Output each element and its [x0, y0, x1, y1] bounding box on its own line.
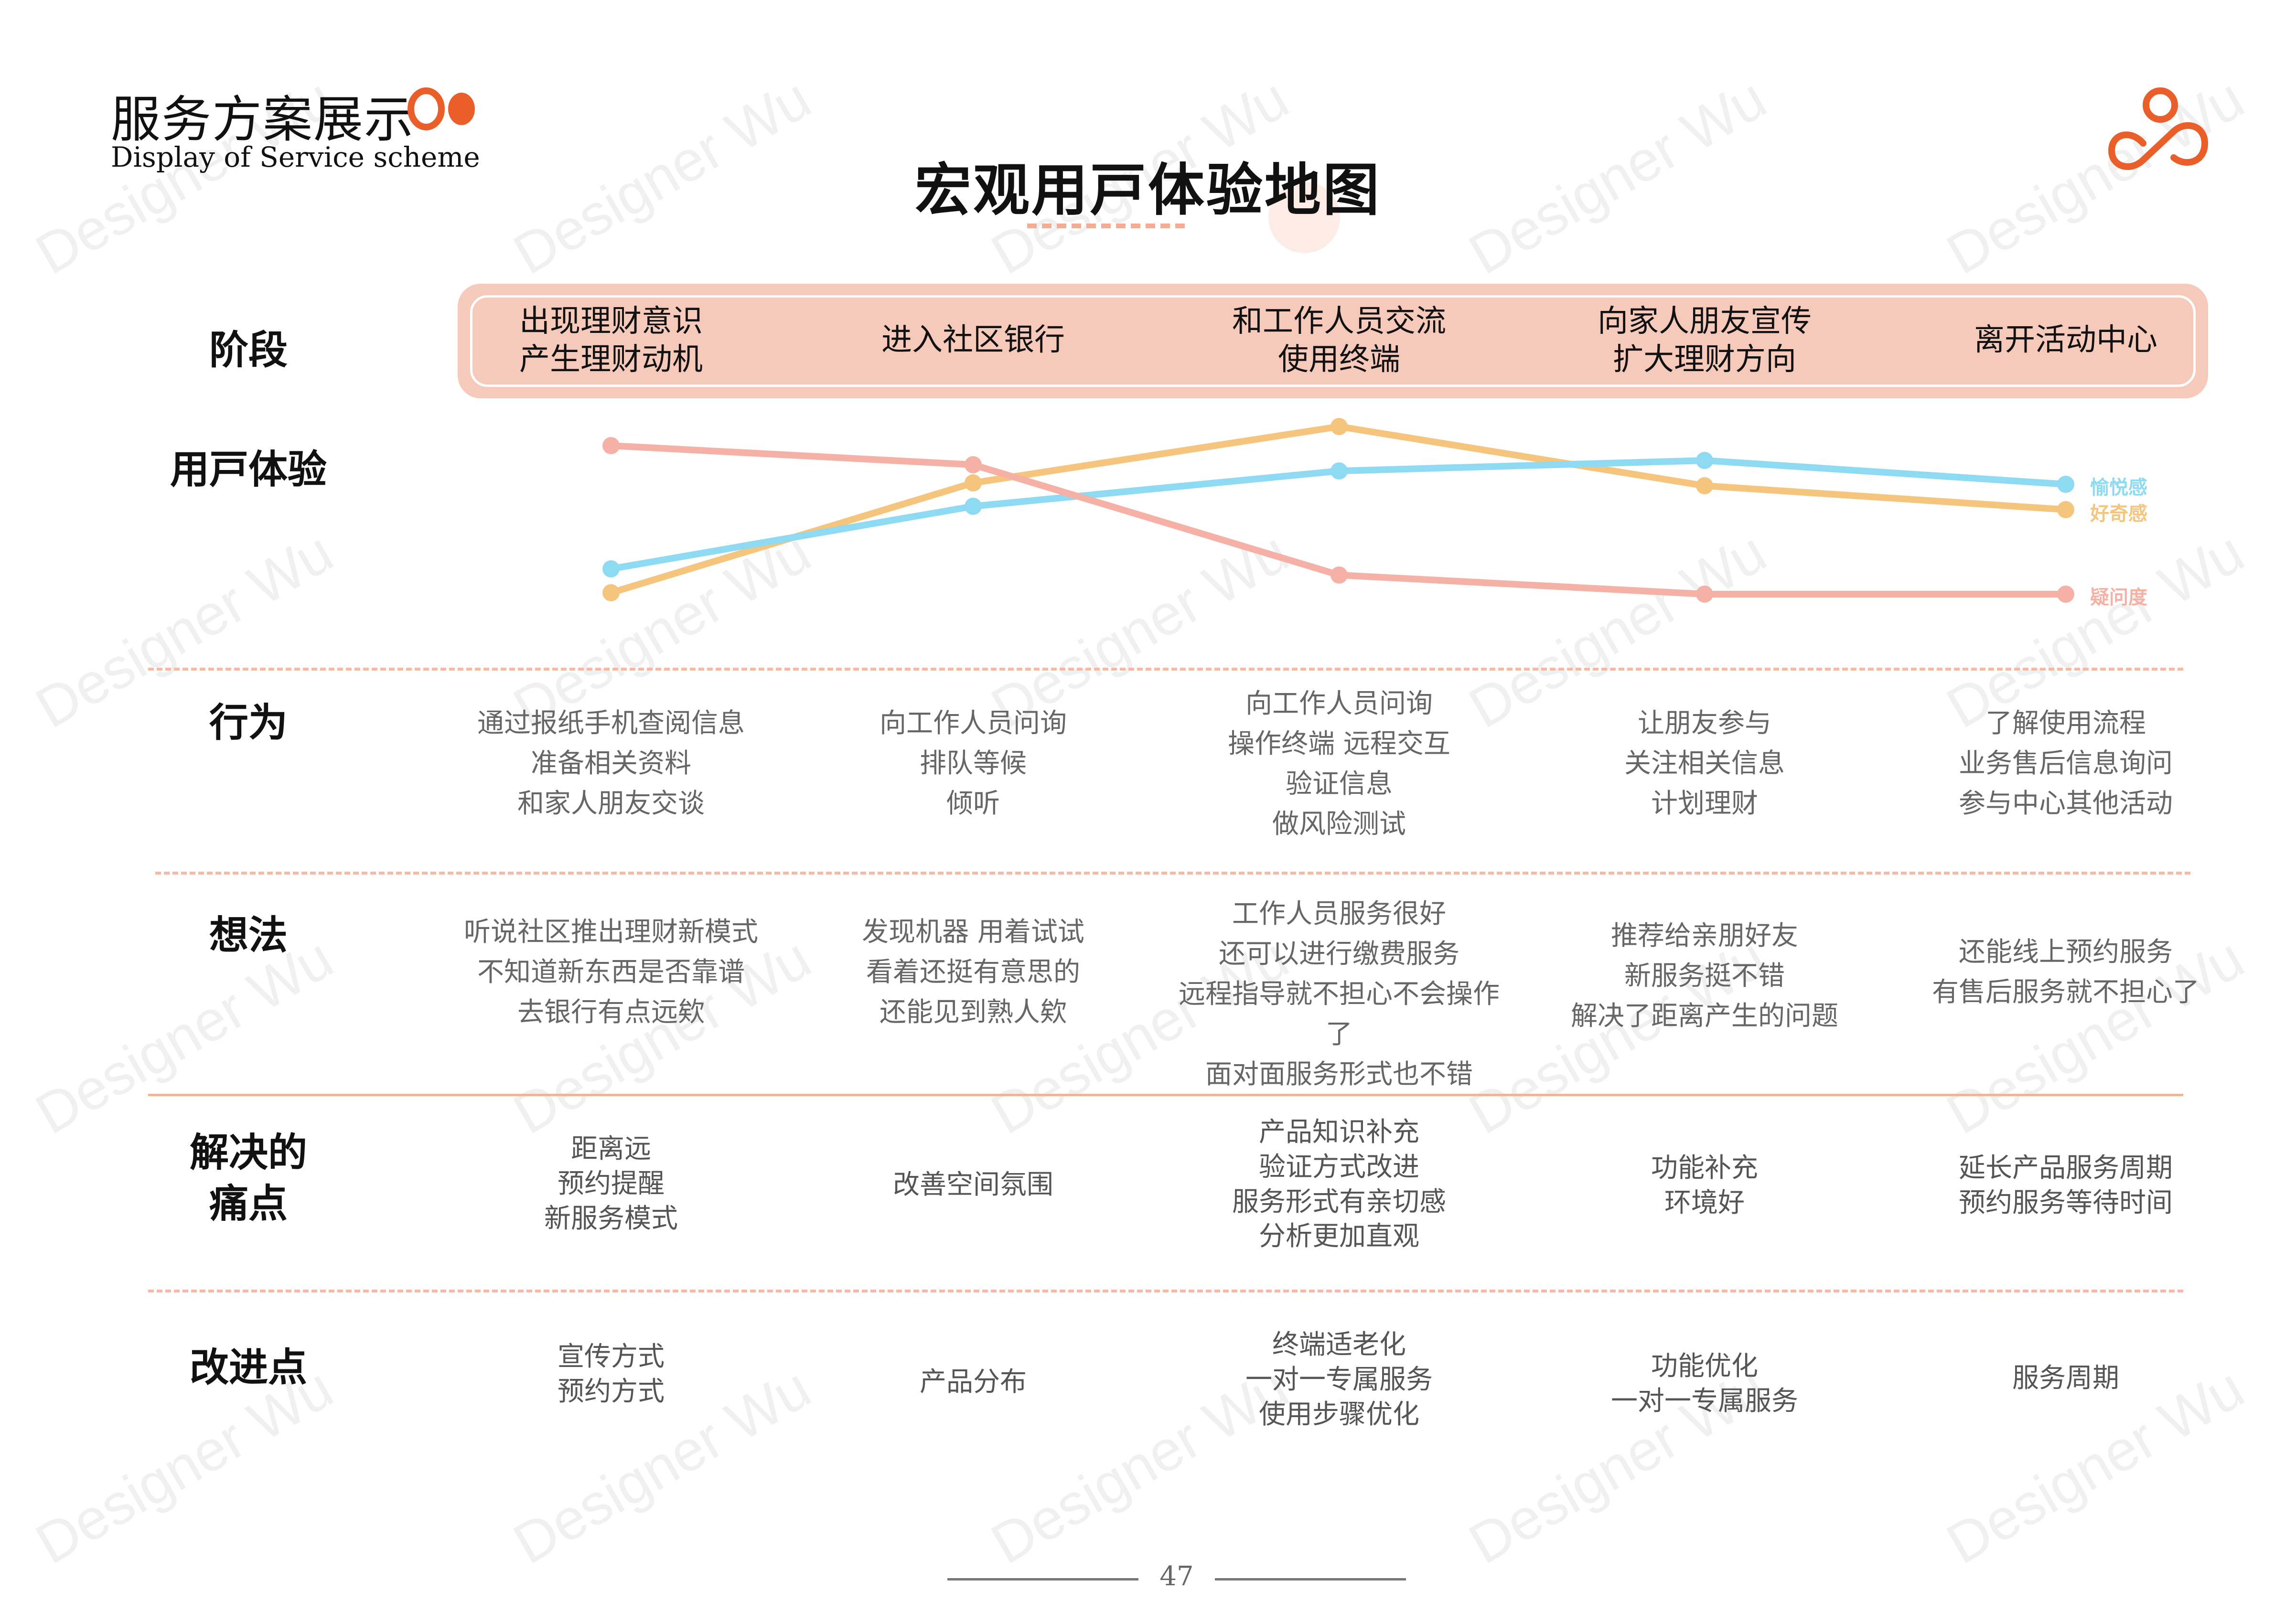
section-title: 服务方案展示 [111, 90, 415, 149]
row-label-stage: 阶段 [209, 327, 288, 373]
improvement-cell: 服务周期 [2012, 1363, 2119, 1394]
thought-cell: 还能线上预约服务 有售后服务就不担心了 [1932, 937, 2199, 1008]
improvement-cell: 功能优化 一对一专属服务 [1611, 1351, 1798, 1417]
stage-1: 出现理财意识 产生理财动机 [519, 304, 703, 377]
improvement-cell: 终端适老化 一对一专属服务 使用步骤优化 [1245, 1329, 1433, 1430]
row-label-experience: 用戸体验 [170, 447, 327, 492]
stage-4: 向家人朋友宣传 扩大理财方向 [1598, 304, 1812, 377]
stage-band-inner [470, 295, 2196, 387]
stage-5: 离开活动中心 [1974, 322, 2157, 358]
divider [155, 872, 2190, 875]
section-subtitle: Display of Service scheme [111, 141, 480, 173]
behavior-cell: 向工作人员问询 排队等候 倾听 [880, 708, 1067, 819]
row-label-improvements: 改进点 [189, 1345, 307, 1390]
improvement-cell: 宣传方式 预约方式 [558, 1341, 665, 1407]
legend-doubt: 疑问度 [2090, 587, 2147, 609]
divider [148, 1290, 2183, 1292]
stage-2: 进入社区银行 [881, 322, 1065, 358]
thought-cell: 工作人员服务很好 还可以进行缴费服务 远程指导就不担心不会操作了 面对面服务形式… [1179, 898, 1500, 1090]
pain-point-cell: 距离远 预约提醒 新服务模式 [544, 1133, 678, 1234]
footer-line-right [1215, 1578, 1406, 1580]
row-label-behavior: 行为 [209, 700, 288, 746]
title-underline [1027, 224, 1185, 228]
series-curiosity [602, 418, 2074, 601]
footer-line-left [947, 1578, 1138, 1580]
legend-joy: 愉悦感 [2090, 477, 2147, 499]
stage-3: 和工作人员交流 使用终端 [1232, 304, 1446, 377]
row-label-thoughts: 想法 [209, 912, 288, 958]
row-label-pain-points: 解决的 痛点 [189, 1130, 307, 1227]
page-number: 47 [1159, 1561, 1194, 1592]
pain-point-cell: 产品知识补充 验证方式改进 服务形式有亲切感 分析更加直观 [1232, 1117, 1446, 1252]
title-decoration-circle [1268, 182, 1340, 253]
divider-solid [148, 1094, 2183, 1096]
infinity-person-logo-icon [2108, 87, 2209, 170]
pain-point-cell: 功能补充 环境好 [1651, 1153, 1758, 1218]
behavior-cell: 向工作人员问询 操作终端 远程交互 验证信息 做风险测试 [1228, 688, 1450, 840]
page-title: 宏观用戸体验地图 [914, 157, 1381, 223]
legend-curiosity: 好奇感 [2090, 503, 2147, 525]
behavior-cell: 了解使用流程 业务售后信息询问 参与中心其他活动 [1959, 708, 2173, 819]
divider [148, 668, 2183, 671]
behavior-cell: 让朋友参与 关注相关信息 计划理财 [1624, 708, 1785, 819]
thought-cell: 听说社区推出理财新模式 不知道新东西是否靠谱 去银行有点远欸 [464, 917, 758, 1028]
improvement-cell: 产品分布 [920, 1367, 1027, 1398]
thought-cell: 推荐给亲朋好友 新服务挺不错 解决了距离产生的问题 [1571, 920, 1838, 1032]
experience-line-chart [602, 418, 2074, 603]
pain-point-cell: 改善空间氛围 [893, 1169, 1053, 1200]
series-joy [602, 452, 2074, 577]
pain-point-cell: 延长产品服务周期 预约服务等待时间 [1959, 1153, 2173, 1218]
behavior-cell: 通过报纸手机查阅信息 准备相关资料 和家人朋友交谈 [477, 708, 745, 819]
thought-cell: 发现机器 用着试试 看着还挺有意思的 还能见到熟人欸 [862, 917, 1084, 1028]
rings-logo-icon [408, 87, 475, 130]
series-doubt [602, 437, 2074, 603]
